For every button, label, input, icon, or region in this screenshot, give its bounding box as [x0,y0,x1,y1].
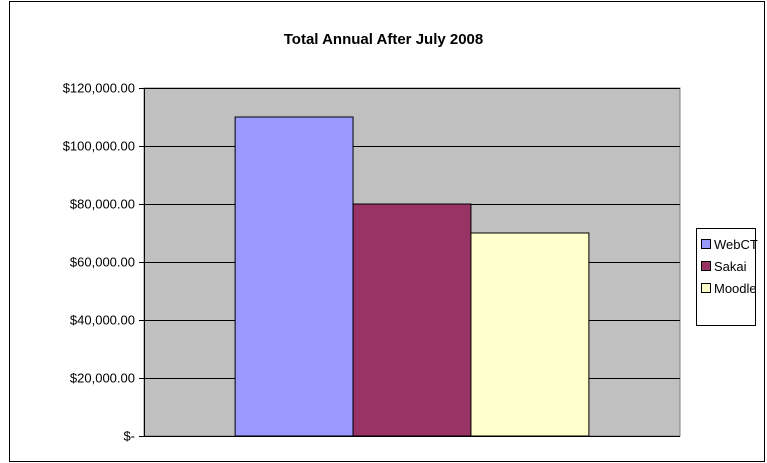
y-tick-label: $20,000.00 [70,371,135,386]
legend-swatch-webct [701,239,711,249]
legend-item-webct: WebCT [701,233,758,255]
legend-swatch-sakai [701,261,711,271]
y-tick-label: $100,000.00 [63,139,135,154]
chart-title: Total Annual After July 2008 [283,31,484,48]
chart-area [9,1,765,462]
legend-label-moodle: Moodle [714,280,757,296]
legend-label-sakai: Sakai [714,258,747,274]
legend-item-moodle: Moodle [701,277,757,299]
y-tick-label: $80,000.00 [70,197,135,212]
legend-item-sakai: Sakai [701,255,755,277]
legend-swatch-moodle [701,283,711,293]
plot-area: $- $20,000.00 $40,000.00 $60,000.00 $80,000.… [63,81,681,444]
y-tick-label: $60,000.00 [70,255,135,270]
legend-label-webct: WebCT [714,236,758,252]
bar-webct [234,116,354,437]
y-tick-label: $120,000.00 [63,81,135,96]
bar-sakai [352,203,472,437]
legend: WebCT Sakai Moodle [696,228,758,326]
y-tick-label: $- [123,429,135,444]
y-tick-label: $40,000.00 [70,313,135,328]
bar-moodle [470,232,590,437]
